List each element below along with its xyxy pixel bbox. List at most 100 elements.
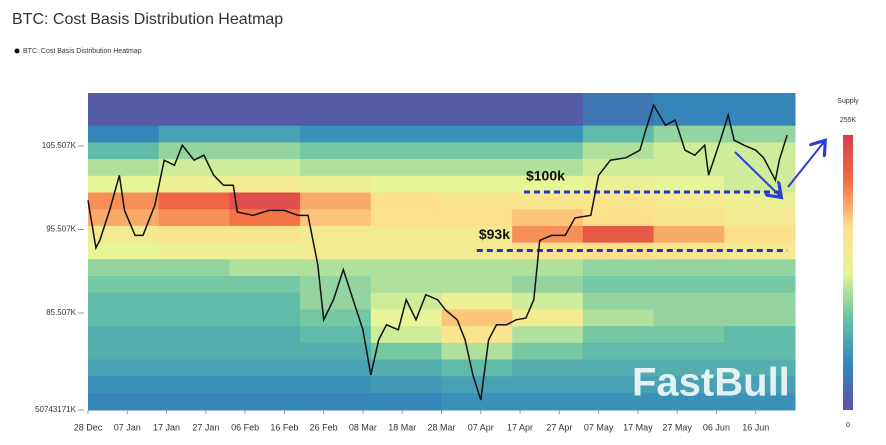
x-tick-label: 16 Jun: [742, 422, 769, 432]
heat-cell: [158, 191, 230, 210]
heat-cell: [724, 359, 796, 377]
heat-cell: [88, 125, 160, 143]
heat-cell: [441, 325, 513, 343]
heat-cell: [512, 375, 584, 393]
heat-cell: [724, 308, 796, 327]
heat-cell: [158, 325, 230, 343]
heat-cell: [88, 225, 160, 243]
heat-cell: [653, 225, 725, 243]
heat-cell: [300, 359, 372, 377]
heat-cell: [724, 125, 796, 143]
heat-cell: [724, 175, 796, 193]
heat-cell: [370, 191, 442, 210]
heat-cell: [88, 158, 160, 176]
heat-cell: [158, 392, 230, 411]
chart-title: BTC: Cost Basis Distribution Heatmap: [12, 11, 283, 28]
heat-cell: [229, 208, 301, 226]
heat-cell: [300, 308, 372, 327]
heat-cell: [158, 375, 230, 393]
heat-cell: [582, 308, 655, 327]
heat-cell: [441, 275, 513, 293]
heat-cell: [582, 359, 655, 377]
heat-cell: [441, 258, 513, 277]
heat-cell: [88, 242, 160, 260]
heat-cell: [512, 93, 584, 126]
heat-cell: [229, 93, 301, 126]
heat-cell: [88, 325, 160, 343]
heat-cell: [512, 158, 584, 176]
heat-cell: [88, 308, 160, 327]
arrow: [734, 151, 780, 196]
heat-cell: [582, 375, 655, 393]
heat-cell: [158, 275, 230, 293]
heat-cell: [653, 392, 725, 411]
heat-cell: [300, 208, 372, 226]
heat-cell: [229, 258, 301, 277]
heat-cell: [512, 342, 584, 360]
heat-cell: [229, 308, 301, 327]
heat-cell: [512, 208, 584, 226]
heat-cell: [370, 208, 442, 226]
heat-cell: [441, 158, 513, 176]
colorbar-tick-label: 255K: [840, 117, 857, 124]
heat-cell: [300, 375, 372, 393]
heat-cell: [512, 175, 584, 193]
heat-cell: [582, 141, 655, 160]
heat-cell: [724, 158, 796, 176]
heat-cell: [158, 308, 230, 327]
heat-cell: [582, 258, 655, 277]
heat-cell: [229, 191, 301, 210]
y-tick-label: 50743171K: [35, 405, 77, 414]
heat-cell: [512, 359, 584, 377]
heat-cell: [512, 292, 584, 310]
heat-cell: [158, 208, 230, 226]
heat-cell: [512, 392, 584, 411]
heat-cell: [370, 93, 442, 126]
heat-cell: [582, 93, 655, 126]
heat-cell: [582, 292, 655, 310]
legend-dot: [14, 48, 20, 54]
y-tick-label: 105.507K: [42, 141, 77, 150]
heat-cell: [229, 325, 301, 343]
y-tick-label: 95.507K: [46, 225, 76, 234]
heat-cell: [88, 375, 160, 393]
heat-cell: [300, 225, 372, 243]
heat-cell: [88, 342, 160, 360]
heat-cell: [158, 158, 230, 176]
heat-cell: [441, 225, 513, 243]
x-tick-label: 17 Apr: [507, 422, 533, 432]
heat-cell: [653, 292, 725, 310]
heat-cell: [158, 93, 230, 126]
heat-cell: [512, 258, 584, 277]
heat-cell: [441, 175, 513, 193]
heat-cell: [582, 158, 655, 176]
heat-cell: [512, 125, 584, 143]
arrow: [787, 142, 824, 188]
heat-cell: [370, 141, 442, 160]
heat-cell: [158, 342, 230, 360]
heat-cell: [300, 125, 372, 143]
heat-cell: [653, 275, 725, 293]
heat-cell: [512, 225, 584, 243]
x-tick-label: 16 Feb: [270, 422, 298, 432]
x-tick-label: 26 Feb: [310, 422, 338, 432]
heat-cell: [88, 359, 160, 377]
x-tick-label: 27 Jan: [192, 422, 219, 432]
heat-cell: [229, 392, 301, 411]
heat-cell: [653, 93, 725, 126]
heat-cell: [370, 158, 442, 176]
heat-cell: [724, 342, 796, 360]
heat-cell: [441, 191, 513, 210]
heat-cell: [88, 141, 160, 160]
heat-cell: [158, 359, 230, 377]
x-tick-label: 07 May: [584, 422, 614, 432]
heat-cell: [88, 175, 160, 193]
heat-cell: [300, 325, 372, 343]
heat-cell: [653, 342, 725, 360]
x-tick-label: 27 May: [662, 422, 692, 432]
heat-cell: [724, 292, 796, 310]
heat-cell: [441, 125, 513, 143]
heat-cell: [724, 258, 796, 277]
heat-cell: [724, 375, 796, 393]
